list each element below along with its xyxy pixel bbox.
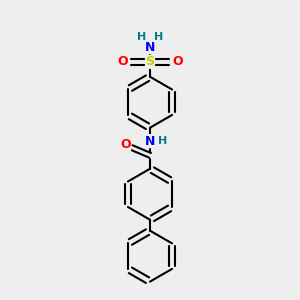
Text: O: O (117, 56, 128, 68)
Text: H: H (136, 32, 146, 42)
Text: O: O (120, 138, 130, 151)
Text: S: S (146, 56, 154, 68)
Text: H: H (158, 136, 167, 146)
Text: H: H (154, 32, 164, 42)
Text: O: O (172, 56, 183, 68)
Text: N: N (145, 135, 155, 148)
Text: N: N (145, 40, 155, 53)
